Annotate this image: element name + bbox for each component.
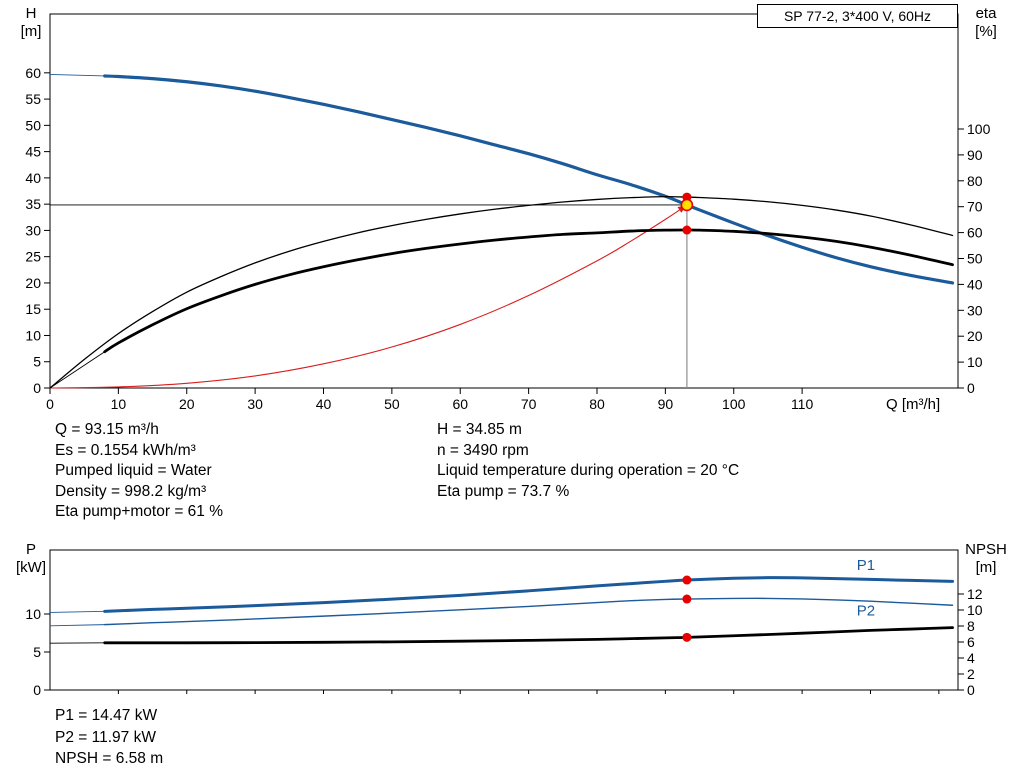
- x-tick-label: 0: [46, 396, 54, 412]
- curve-label-p2: P2: [857, 603, 875, 620]
- x-tick-label: 70: [521, 396, 537, 412]
- readout-head: H = 34.85 m: [437, 421, 522, 438]
- x-tick-label: 50: [384, 396, 400, 412]
- y-right-tick-label: 80: [967, 173, 983, 189]
- readout-p2: P2 = 11.97 kW: [55, 728, 156, 746]
- y-right-tick-label: 6: [967, 634, 975, 650]
- y-left-tick-label: 15: [25, 301, 41, 317]
- duty-point-dot-marker: [682, 632, 692, 642]
- system-curve: [49, 204, 688, 389]
- x-tick-label: 30: [247, 396, 263, 412]
- y-left-tick-label: 20: [25, 275, 41, 291]
- x-tick-label: 20: [179, 396, 195, 412]
- x-tick-label: 10: [111, 396, 127, 412]
- y-right-tick-label: 0: [967, 380, 975, 396]
- duty-readout-left: Q = 93.15 m³/h Es = 0.1554 kWh/m³ Pumped…: [55, 420, 223, 523]
- eta-pump-curve: [49, 195, 954, 389]
- p1-curve: [103, 576, 955, 613]
- y-right-axis-title: NPSH: [965, 541, 1007, 558]
- y-left-axis-title: [m]: [21, 23, 42, 40]
- x-tick-label: 60: [452, 396, 468, 412]
- x-tick-label: 110: [791, 396, 814, 412]
- plot-border: [49, 13, 959, 389]
- readout-eta-pump-motor: Eta pump+motor = 61 %: [55, 503, 224, 521]
- readout-pumped-liquid: Pumped liquid = Water: [55, 462, 212, 480]
- y-left-tick-label: 30: [25, 222, 41, 238]
- readout-eta-pump: Eta pump = 73.7 %: [437, 482, 570, 500]
- duty-point-dot-marker: [682, 575, 692, 585]
- y-right-tick-label: 30: [967, 302, 983, 318]
- h-curve: [103, 74, 955, 285]
- y-left-axis-title: H: [26, 5, 37, 22]
- y-right-tick-label: 50: [967, 250, 983, 266]
- y-right-axis-title: [%]: [975, 23, 997, 40]
- y-right-tick-label: 8: [967, 618, 975, 634]
- y-right-tick-label: 40: [967, 276, 983, 292]
- y-right-axis-title: [m]: [976, 559, 997, 576]
- p1-curve-lead: [49, 610, 105, 613]
- readout-liquid-temperature: Liquid temperature during operation = 20…: [437, 462, 740, 480]
- duty-point-ring-marker: [680, 198, 694, 212]
- y-left-tick-label: 55: [25, 91, 41, 107]
- plot-border: [49, 549, 959, 691]
- h-curve-lead: [49, 73, 105, 77]
- duty-point-dot-marker: [682, 225, 692, 235]
- x-axis-title: Q [m³/h]: [886, 396, 940, 413]
- y-right-axis-title: eta: [976, 5, 998, 22]
- y-left-tick-label: 45: [25, 144, 41, 160]
- y-left-tick-label: 25: [25, 249, 41, 265]
- y-right-tick-label: 4: [967, 650, 975, 666]
- y-left-axis-title: [kW]: [16, 559, 46, 576]
- y-left-tick-label: 60: [25, 65, 41, 81]
- x-tick-label: 40: [316, 396, 332, 412]
- y-right-tick-label: 20: [967, 328, 983, 344]
- y-left-tick-label: 40: [25, 170, 41, 186]
- p2-curve: [103, 597, 954, 626]
- x-tick-label: 80: [589, 396, 605, 412]
- readout-speed: n = 3490 rpm: [437, 441, 529, 459]
- y-left-tick-label: 5: [33, 644, 41, 660]
- y-right-tick-label: 100: [967, 121, 991, 137]
- curve-label-p1: P1: [857, 557, 875, 574]
- y-right-tick-label: 2: [967, 666, 975, 682]
- duty-readout-right: H = 34.85 m n = 3490 rpm Liquid temperat…: [437, 420, 739, 502]
- y-left-tick-label: 50: [25, 117, 41, 133]
- y-left-tick-label: 0: [33, 682, 41, 698]
- x-tick-label: 90: [658, 396, 674, 412]
- y-right-tick-label: 0: [967, 682, 975, 698]
- y-left-tick-label: 35: [25, 196, 41, 212]
- pump-type-label: SP 77-2, 3*400 V, 60Hz: [757, 4, 958, 28]
- x-tick-label: 100: [722, 396, 746, 412]
- y-left-tick-label: 0: [33, 380, 41, 396]
- y-left-tick-label: 10: [25, 327, 41, 343]
- eta-pump-motor-curve: [103, 228, 954, 354]
- y-left-tick-label: 10: [25, 606, 41, 622]
- readout-specific-energy: Es = 0.1554 kWh/m³: [55, 441, 196, 459]
- hq-eta-chart: 0 10 20 30 40 50 60 70 80 90 100 110 Q [m³/h]0510152…: [21, 5, 998, 413]
- readout-flow: Q = 93.15 m³/h: [55, 421, 159, 438]
- readout-density: Density = 998.2 kg/m³: [55, 482, 207, 500]
- y-right-tick-label: 10: [967, 602, 983, 618]
- power-readout: P1 = 14.47 kW P2 = 11.97 kW NPSH = 6.58 …: [55, 705, 163, 770]
- eta-pump-motor-curve-lead: [49, 351, 105, 389]
- y-left-axis-title: P: [26, 541, 36, 558]
- y-right-tick-label: 12: [967, 586, 983, 602]
- y-right-tick-label: 60: [967, 225, 983, 241]
- npsh-curve: [103, 626, 954, 645]
- y-right-tick-label: 90: [967, 147, 983, 163]
- y-right-tick-label: 70: [967, 199, 983, 215]
- y-right-tick-label: 10: [967, 354, 983, 370]
- p2-curve-lead: [49, 624, 105, 627]
- readout-npsh: NPSH = 6.58 m: [55, 750, 164, 767]
- y-left-tick-label: 5: [33, 354, 41, 370]
- readout-p1: P1 = 14.47 kW: [55, 707, 158, 724]
- duty-point-dot-marker: [682, 594, 692, 604]
